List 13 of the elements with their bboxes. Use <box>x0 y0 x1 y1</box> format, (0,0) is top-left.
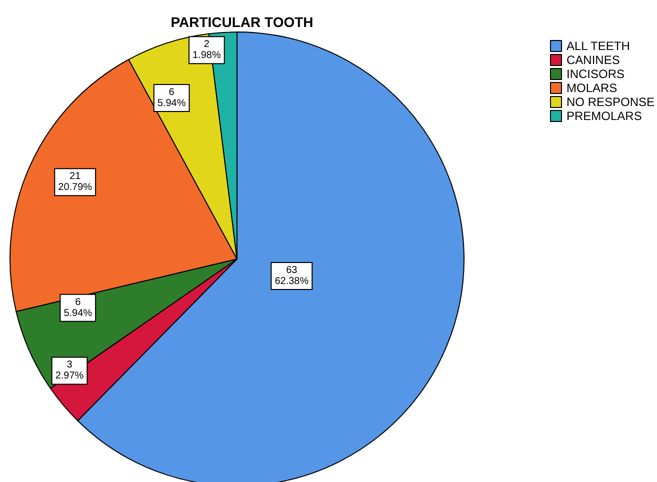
data-label: 3 2.97% <box>55 360 84 382</box>
data-label: 21 20.79% <box>58 171 92 194</box>
data-label: 6 5.94% <box>157 87 186 110</box>
data-label: 6 5.94% <box>64 296 92 319</box>
data-label: 63 62.38% <box>274 264 309 287</box>
legend-label: INCISORS <box>566 67 625 81</box>
legend-label: CANINES <box>566 53 620 67</box>
data-label: 2 1.98% <box>192 39 221 62</box>
legend-label: NO RESPONSE <box>566 95 655 109</box>
legend-label: MOLARS <box>566 81 618 95</box>
chart-title: PARTICULAR TOOTH <box>170 14 314 30</box>
legend-label: PREMOLARS <box>566 109 642 123</box>
legend-label: ALL TEETH <box>566 39 630 53</box>
